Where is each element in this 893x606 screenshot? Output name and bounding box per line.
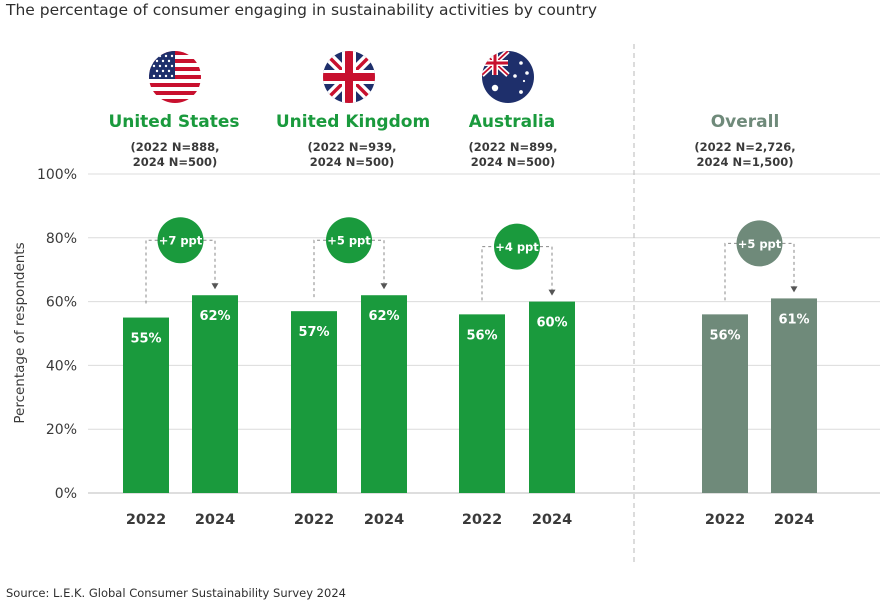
group-sample-australia: (2022 N=899, 2024 N=500) [433,140,593,170]
group-sample-overall: (2022 N=2,726, 2024 N=1,500) [665,140,825,170]
data-label: 61% [778,312,809,327]
group-name-united-states: United States [108,112,240,132]
sample-line: (2022 N=888, [130,140,220,154]
bar-2024-1 [361,295,407,493]
y-tick-label: 0% [55,486,77,502]
sample-line: 2024 N=500) [132,155,218,169]
group-name-australia: Australia [468,112,556,132]
sample-line: 2024 N=500) [309,155,395,169]
change-arrowhead [790,286,798,293]
y-tick-label: 100% [37,167,77,183]
uk-flag-icon [323,51,375,103]
x-tick-label: 2024 [364,512,404,528]
bar-2022-3 [702,314,748,493]
change-connector-right [782,242,795,287]
change-label: +5 ppt [327,234,371,248]
change-badge [736,220,783,267]
data-label: 56% [709,328,740,343]
group-sample-united-kingdom: (2022 N=939, 2024 N=500) [272,140,432,170]
bar-2022-2 [459,314,505,493]
group-name-overall: Overall [710,112,780,132]
chart-title: The percentage of consumer engaging in s… [6,1,598,19]
group-sample-united-states: (2022 N=888, 2024 N=500) [95,140,255,170]
sample-line: 2024 N=500) [470,155,556,169]
sample-line: 2024 N=1,500) [696,155,794,169]
change-label: +5 ppt [738,237,782,251]
change-badge [326,217,372,264]
bar-2024-3 [771,298,817,493]
x-tick-label: 2022 [126,512,166,528]
sample-line: (2022 N=2,726, [694,140,796,154]
data-label: 55% [130,332,161,347]
change-label: +4 ppt [495,240,539,254]
change-connector-left [481,246,494,301]
x-tick-label: 2022 [294,512,334,528]
x-tick-label: 2024 [774,512,814,528]
y-tick-label: 60% [46,295,77,311]
change-badge [494,223,540,270]
sample-line: (2022 N=939, [307,140,397,154]
data-label: 62% [199,309,230,324]
us-flag-icon [149,51,201,103]
change-label: +7 ppt [159,234,203,248]
bar-2022-0 [123,317,169,493]
x-tick-label: 2024 [532,512,572,528]
data-label: 57% [298,325,329,340]
change-arrowhead [380,283,388,290]
bar-2024-2 [529,301,575,493]
data-label: 60% [536,316,567,331]
sample-line: (2022 N=899, [468,140,558,154]
change-connector-right [540,246,553,290]
y-tick-label: 40% [46,358,77,374]
group-name-united-kingdom: United Kingdom [275,112,431,132]
data-label: 56% [466,328,497,343]
bar-2022-1 [291,311,337,493]
x-tick-label: 2022 [462,512,502,528]
x-tick-label: 2022 [705,512,745,528]
data-label: 62% [368,309,399,324]
change-badge [157,217,204,264]
y-tick-label: 20% [46,422,77,438]
change-connector-right [372,239,385,284]
change-connector-left [313,239,326,298]
change-connector-left [145,239,158,304]
y-tick-label: 80% [46,231,77,247]
australia-flag-icon [482,51,534,103]
source-note: Source: L.E.K. Global Consumer Sustainab… [6,586,346,600]
x-tick-label: 2024 [195,512,235,528]
change-connector-right [203,239,216,284]
change-arrowhead [211,283,219,290]
change-connector-left [724,242,737,301]
change-arrowhead [548,289,556,296]
bar-2024-0 [192,295,238,493]
y-axis-label: Percentage of respondents [12,242,28,423]
